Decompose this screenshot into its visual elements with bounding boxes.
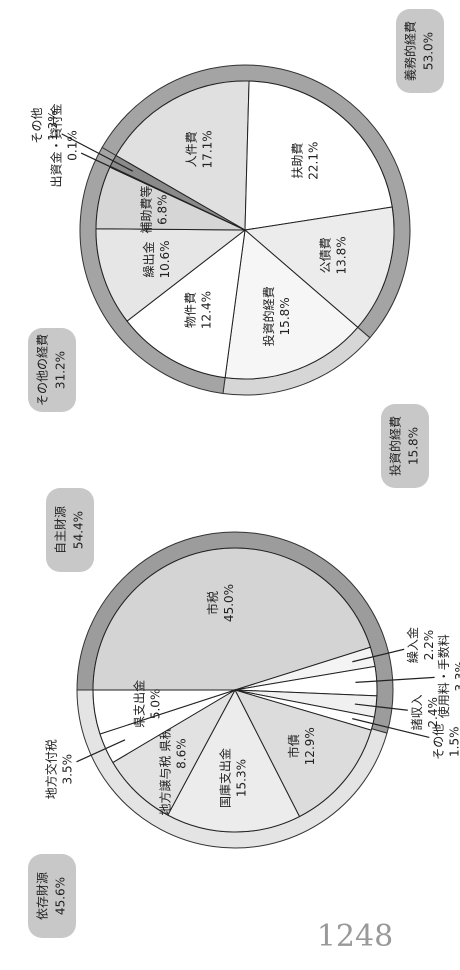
slice-label: 扶助費 (290, 143, 305, 179)
slice-label: 投資的経費 (261, 286, 276, 346)
group-bubble (28, 328, 76, 412)
slice-value: 2.4% (426, 697, 440, 728)
pie-slice (244, 80, 393, 231)
group-label: その他の経費 (35, 334, 50, 406)
slice-label: その他 (30, 108, 44, 144)
group-label: 投資的経費 (388, 416, 403, 476)
slice-label: 繰入金 (405, 627, 420, 663)
group-label: 義務的経費 (403, 21, 418, 81)
pie-slice (167, 688, 301, 833)
pie-slice (224, 229, 359, 380)
leader-line (61, 133, 134, 172)
pie-slice (92, 547, 372, 691)
slice-value: 3.3% (453, 661, 460, 692)
pie-slice (115, 80, 250, 231)
pie-slice (126, 228, 246, 379)
slice-value: 12.9% (303, 727, 317, 765)
group-value: 45.6% (54, 877, 68, 915)
leader-line (352, 718, 430, 739)
slice-value: 45.0% (222, 584, 236, 622)
slice-label: 国庫支出金 (218, 748, 233, 808)
pie-slice (234, 689, 372, 818)
leader-line (355, 676, 435, 683)
group-label: 自主財源 (53, 506, 68, 554)
slice-label: 市税 (205, 591, 220, 615)
group-value: 31.2% (54, 351, 68, 389)
slice-value: 22.1% (307, 142, 321, 180)
slice-value: 15.3% (235, 759, 249, 797)
slice-label: 物件費 (182, 292, 197, 328)
slice-value: 17.1% (200, 130, 214, 168)
slice-value: 5.0% (149, 689, 163, 720)
slice-value: 1.3% (46, 110, 60, 141)
slice-value: 6.8% (155, 194, 169, 225)
slice-label: その他 (431, 724, 445, 760)
slice-value: 8.6% (175, 738, 189, 769)
slice-label: 補助費等 (138, 186, 153, 234)
pie-slice (92, 689, 236, 735)
slice-value: 1.5% (447, 726, 460, 757)
slice-label: 公債費 (317, 237, 332, 273)
rotated-content: 自主財源 54.4%依存財源 45.6%市税 45.0%繰入金 2.2% 使用料・手数料 3… (28, 9, 460, 938)
group-label: 依存財源 (35, 872, 50, 920)
pie-slice (243, 206, 395, 329)
leader-line (354, 703, 408, 711)
slice-label: 出資金・貸付金 (48, 103, 63, 187)
leader-line (76, 739, 126, 763)
slice-value: 2.2% (422, 630, 436, 661)
slice-value: 12.4% (199, 291, 213, 329)
slice-label: 繰出金 (141, 241, 156, 277)
slice-label: 人件費 (183, 131, 198, 167)
group-bubble (46, 488, 94, 572)
slice-label: 使用料・手数料 (436, 634, 451, 718)
slice-value: 0.1% (65, 130, 79, 161)
slice-value: 13.8% (334, 236, 348, 274)
group-bubble (396, 9, 444, 93)
slice-value: 15.8% (278, 297, 292, 335)
slice-label: 地方交付税 (44, 739, 59, 799)
group-value: 15.8% (407, 427, 421, 465)
slice-value: 3.5% (61, 754, 75, 785)
slice-label: 市債 (286, 734, 301, 758)
slice-label: 県支出金 (132, 680, 147, 728)
group-bubble (28, 854, 76, 938)
slice-label: 諸収入 (409, 694, 424, 730)
slice-value: 10.6% (158, 240, 172, 278)
leader-line (352, 648, 405, 663)
group-bubble (381, 404, 429, 488)
page-number: 1248 (317, 919, 393, 954)
group-value: 53.0% (422, 32, 436, 70)
pie-slice (95, 228, 247, 322)
group-value: 54.4% (72, 511, 86, 549)
